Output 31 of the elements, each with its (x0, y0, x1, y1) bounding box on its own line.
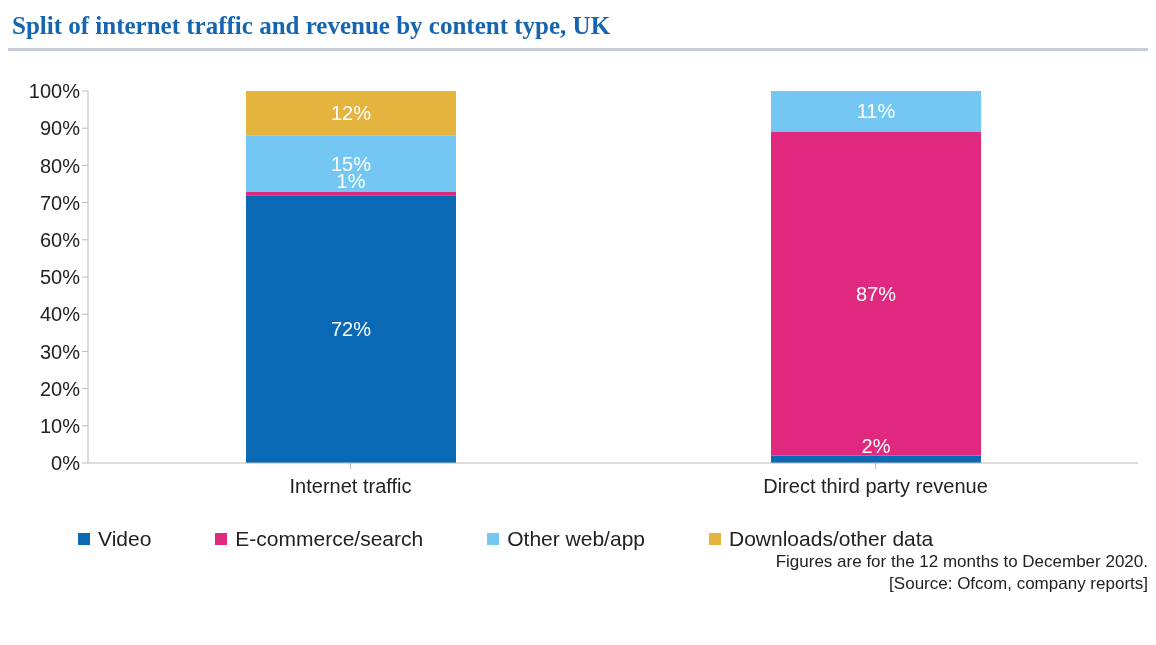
y-tick-label: 30% (39, 340, 81, 363)
y-tick-label: 50% (39, 266, 81, 289)
legend-label: Other web/app (507, 527, 645, 551)
x-tick-label: Internet traffic (289, 475, 412, 498)
data-label: 11% (856, 100, 896, 123)
y-tick-label: 70% (39, 191, 81, 214)
chart-title: Split of internet traffic and revenue by content type, UK (8, 8, 1148, 51)
legend-label: E-commerce/search (235, 527, 424, 551)
bar (246, 91, 456, 136)
y-tick-label: 60% (39, 228, 81, 251)
y-tick-label: 80% (39, 154, 81, 177)
bar (246, 195, 456, 463)
bar (771, 91, 981, 132)
bar (246, 135, 456, 192)
bar (246, 191, 456, 196)
y-tick-label: 0% (51, 452, 81, 475)
legend-label: Downloads/other data (729, 527, 934, 551)
y-tick-label: 40% (39, 303, 81, 326)
y-tick-label: 100% (28, 80, 81, 103)
data-label: 12% (330, 102, 372, 125)
data-label: 2% (861, 434, 891, 457)
text: [Source: Ofcom, company reports] (888, 573, 1148, 595)
legend-label: Video (98, 527, 152, 551)
y-tick-label: 20% (39, 377, 81, 400)
text: Figures are for the 12 months to December 2020. (774, 551, 1148, 573)
y-tick-label: 90% (39, 117, 81, 140)
y-tick-label: 10% (39, 414, 81, 437)
data-label: 87% (855, 282, 897, 305)
x-tick-label: Direct third party revenue (763, 475, 988, 498)
bar (771, 131, 981, 456)
data-label: 72% (330, 318, 372, 341)
